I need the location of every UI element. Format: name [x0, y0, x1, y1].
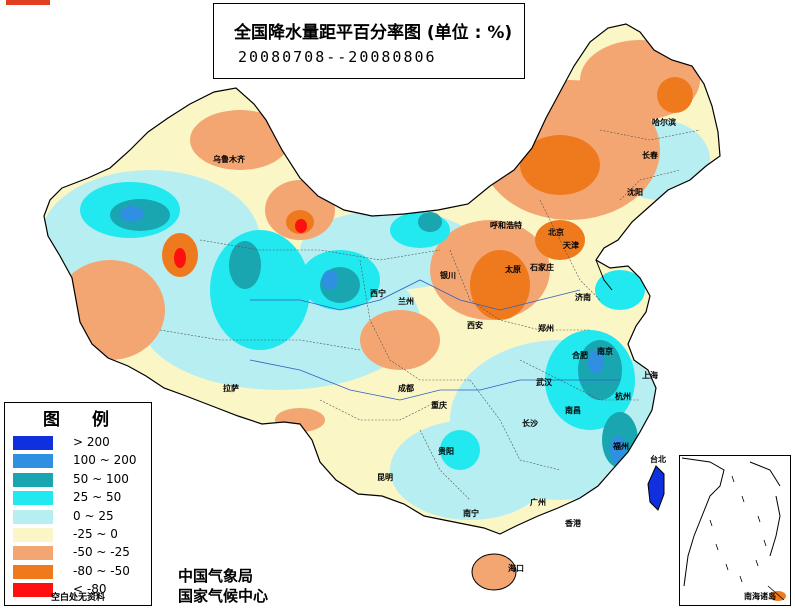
- center-name: 国家气候中心: [178, 587, 269, 605]
- legend-heading-left: 图: [43, 410, 64, 430]
- city-label: 南宁: [463, 509, 479, 518]
- legend-item: -50 ~ -25: [11, 545, 149, 561]
- inset-label: 南海诸岛: [744, 592, 776, 601]
- city-label: 乌鲁木齐: [213, 155, 245, 164]
- legend-item: 0 ~ 25: [11, 509, 149, 525]
- legend-item: -80 ~ -50: [11, 564, 149, 580]
- legend-swatch: [13, 436, 53, 450]
- inset-map: [681, 457, 786, 601]
- map-title-box: 全国降水量距平百分率图 (单位 : %) 20080708--20080806: [213, 3, 525, 79]
- legend-label: 25 ~ 50: [73, 490, 122, 505]
- legend-item: > 200: [11, 435, 149, 451]
- city-label: 兰州: [398, 297, 414, 306]
- city-label: 海口: [508, 564, 524, 573]
- city-label: 长春: [642, 151, 658, 160]
- legend-label: > 200: [73, 435, 110, 449]
- city-label: 南昌: [565, 406, 581, 415]
- city-label: 呼和浩特: [490, 221, 522, 230]
- city-label: 银川: [440, 271, 456, 280]
- legend-swatch: [13, 509, 53, 524]
- legend-item: 100 ~ 200: [11, 453, 149, 469]
- city-label: 太原: [505, 265, 521, 274]
- corner-mark: [6, 0, 50, 5]
- city-label: 西安: [467, 321, 483, 330]
- city-label: 西宁: [370, 289, 386, 298]
- city-label: 哈尔滨: [652, 118, 676, 127]
- city-label: 昆明: [377, 473, 393, 482]
- city-label: 合肥: [572, 351, 588, 360]
- map-period: 20080708--20080806: [238, 48, 437, 66]
- hainan-island: [471, 553, 517, 591]
- city-label: 福州: [613, 442, 629, 451]
- legend-swatch: [13, 472, 53, 487]
- legend-label: < -80: [73, 582, 107, 597]
- legend-heading-right: 例: [92, 410, 113, 430]
- legend-label: 50 ~ 100: [73, 471, 129, 486]
- legend-item: 25 ~ 50: [11, 490, 149, 506]
- map-legend: 图例 > 200 100 ~ 200 50 ~ 100 25 ~ 50 0 ~ 25 -2…: [4, 402, 152, 606]
- south-china-sea-inset: 南海诸岛: [679, 455, 791, 606]
- map-title: 全国降水量距平百分率图 (单位 : %): [234, 23, 513, 43]
- city-label: 广州: [530, 498, 546, 507]
- legend-item: < -80: [11, 582, 149, 598]
- city-label: 南京: [597, 347, 613, 356]
- legend-swatch: [13, 454, 53, 469]
- city-label: 郑州: [538, 324, 554, 333]
- city-label: 贵阳: [438, 447, 454, 456]
- agency-name: 中国气象局: [178, 567, 254, 585]
- city-label: 北京: [548, 228, 564, 237]
- taiwan-island: [647, 465, 665, 511]
- legend-heading: 图例: [5, 405, 151, 430]
- city-label: 重庆: [431, 401, 447, 410]
- legend-item: -25 ~ 0: [11, 527, 149, 543]
- legend-label: -80 ~ -50: [73, 563, 130, 578]
- legend-note: 空白处无资料: [50, 593, 105, 603]
- legend-swatch: [13, 528, 53, 542]
- city-label: 石家庄: [530, 263, 554, 272]
- legend-label: -50 ~ -25: [73, 545, 130, 560]
- city-label: 拉萨: [223, 384, 239, 393]
- legend-item: 50 ~ 100: [11, 472, 149, 488]
- city-label: 成都: [398, 384, 414, 393]
- city-label: 武汉: [536, 378, 552, 387]
- legend-swatch: [13, 546, 53, 561]
- city-label: 香港: [565, 519, 581, 528]
- city-label: 台北: [650, 455, 666, 464]
- city-label: 沈阳: [627, 188, 643, 197]
- legend-swatch: [13, 491, 53, 506]
- city-label: 上海: [642, 371, 658, 380]
- city-label: 天津: [563, 241, 579, 250]
- city-label: 长沙: [522, 419, 538, 428]
- legend-label: 0 ~ 25: [73, 508, 114, 523]
- legend-label: 100 ~ 200: [73, 453, 137, 468]
- city-label: 济南: [575, 293, 591, 302]
- legend-label: -25 ~ 0: [73, 527, 118, 541]
- legend-swatch: [13, 583, 53, 598]
- legend-swatch: [13, 564, 53, 579]
- city-label: 杭州: [615, 392, 631, 401]
